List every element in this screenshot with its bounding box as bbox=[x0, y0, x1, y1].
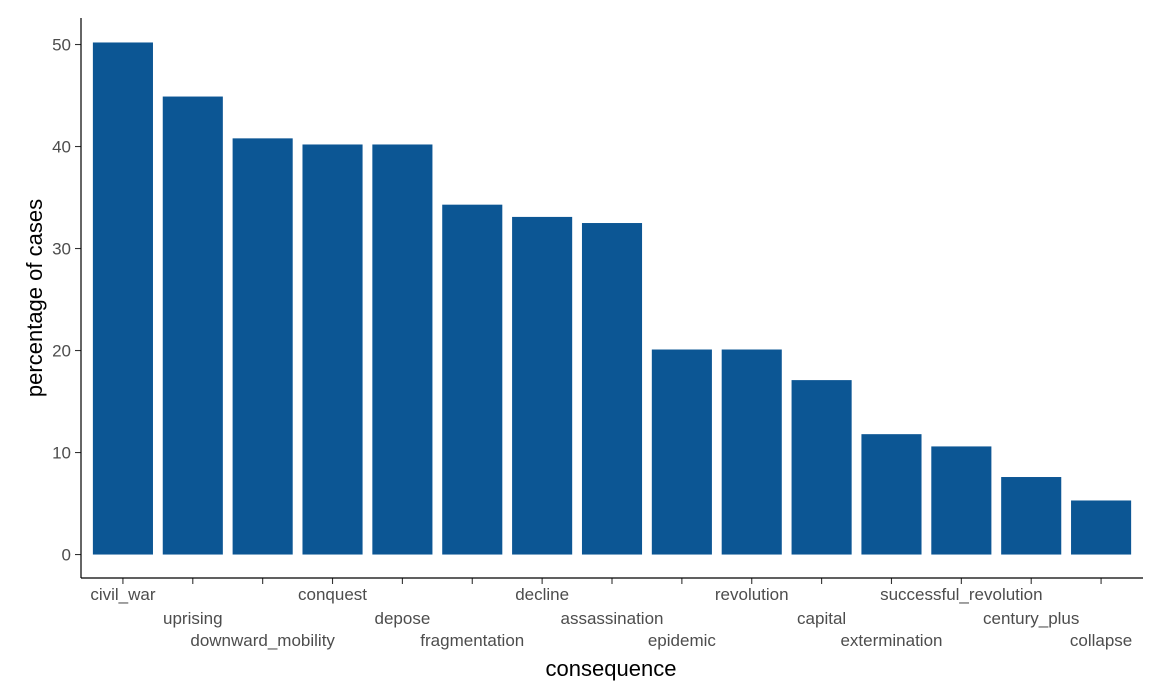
x-tick-label-assassination: assassination bbox=[560, 609, 663, 628]
bars-group bbox=[92, 42, 1132, 555]
x-axis-ticks: civil_war uprising downward_mobility conque… bbox=[90, 578, 1132, 650]
x-tick-label-capital: capital bbox=[797, 609, 846, 628]
y-tick-label-50: 50 bbox=[52, 36, 71, 55]
y-tick-label-10: 10 bbox=[52, 444, 71, 463]
bar-century-plus bbox=[1001, 477, 1062, 555]
y-tick-label-40: 40 bbox=[52, 138, 71, 157]
bar-uprising bbox=[162, 96, 223, 555]
x-tick-label-civil-war: civil_war bbox=[90, 585, 156, 604]
y-axis-ticks: 0 10 20 30 40 50 bbox=[52, 36, 81, 565]
x-tick-label-century-plus: century_plus bbox=[983, 609, 1079, 628]
x-tick-label-successful-revolution: successful_revolution bbox=[880, 585, 1043, 604]
y-axis-title: percentage of cases bbox=[22, 199, 47, 397]
y-tick-label-0: 0 bbox=[62, 546, 71, 565]
x-tick-label-epidemic: epidemic bbox=[648, 631, 717, 650]
bar-epidemic bbox=[651, 349, 712, 555]
x-tick-label-extermination: extermination bbox=[840, 631, 942, 650]
bar-extermination bbox=[861, 434, 922, 555]
y-tick-label-20: 20 bbox=[52, 342, 71, 361]
bar-assassination bbox=[581, 223, 643, 555]
x-tick-label-conquest: conquest bbox=[298, 585, 367, 604]
x-tick-label-collapse: collapse bbox=[1070, 631, 1132, 650]
x-tick-label-revolution: revolution bbox=[715, 585, 789, 604]
x-tick-label-uprising: uprising bbox=[163, 609, 223, 628]
x-axis-title: consequence bbox=[546, 656, 677, 681]
x-tick-label-decline: decline bbox=[515, 585, 569, 604]
y-tick-label-30: 30 bbox=[52, 240, 71, 259]
bar-successful-revolution bbox=[931, 446, 992, 555]
x-tick-label-downward-mobility: downward_mobility bbox=[190, 631, 335, 650]
x-tick-label-fragmentation: fragmentation bbox=[420, 631, 524, 650]
bar-revolution bbox=[721, 349, 782, 555]
x-tick-label-depose: depose bbox=[375, 609, 431, 628]
bar-capital bbox=[791, 380, 852, 555]
bar-downward-mobility bbox=[232, 138, 293, 555]
bar-fragmentation bbox=[442, 204, 503, 555]
bar-conquest bbox=[302, 144, 363, 555]
bar-decline bbox=[512, 216, 573, 555]
bar-depose bbox=[372, 144, 433, 555]
bar-civil-war bbox=[92, 42, 153, 555]
bar-collapse bbox=[1071, 500, 1132, 555]
